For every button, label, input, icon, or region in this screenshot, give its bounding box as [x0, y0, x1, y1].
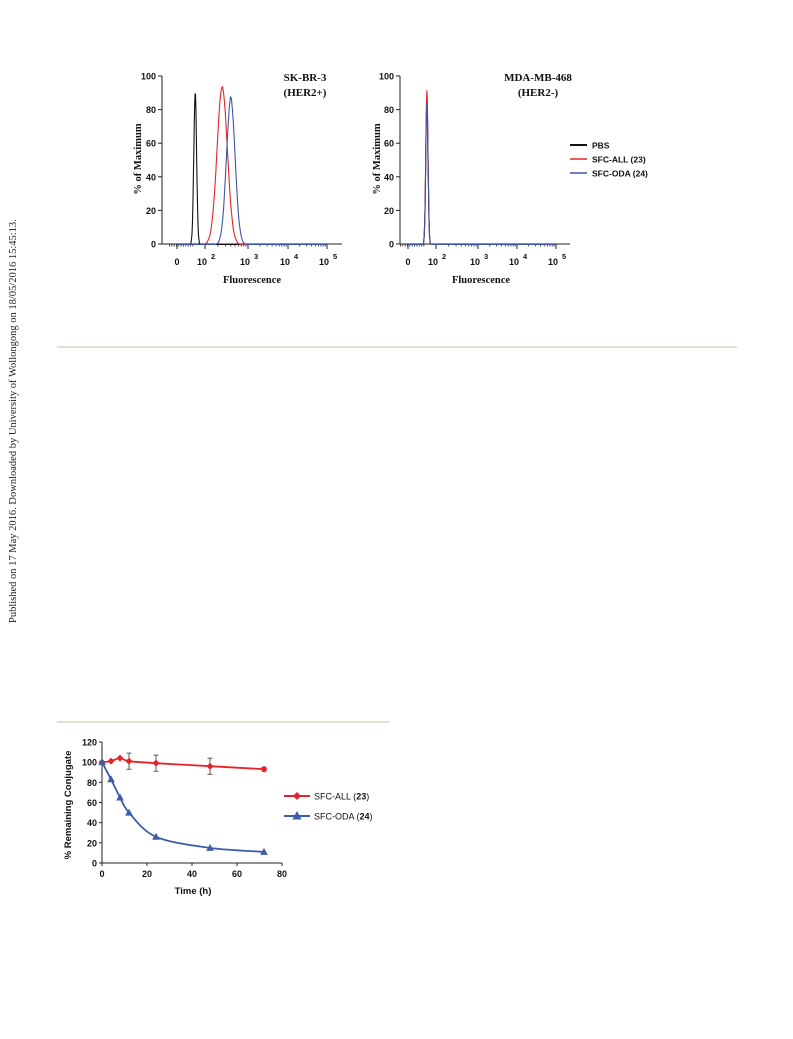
y-tick-label: 20	[87, 838, 97, 848]
y-tick-label: 120	[82, 738, 97, 748]
data-point-triangle	[152, 832, 160, 840]
data-point-diamond	[152, 759, 160, 767]
chart-mda-mb-468: 0 20 40 60 80 100 0 10 2 10 3 10 4 10 5 MDA-MB-468 (HE…	[372, 72, 572, 287]
chart-sk-br-3-title-line2: (HER2+)	[284, 87, 327, 99]
data-point-triangle	[260, 847, 268, 855]
x-tick-label: 0	[99, 869, 104, 879]
x-tick-label: 10	[470, 257, 480, 267]
x-tick-label: 80	[277, 869, 287, 879]
x-tick-label-exponent: 3	[254, 252, 258, 261]
chart-mda-mb-468-ylabel: % of Maximum	[372, 123, 383, 194]
y-tick-label: 40	[146, 172, 156, 182]
x-tick-label: 10	[428, 257, 438, 267]
y-tick-label: 0	[151, 240, 156, 250]
divider-rule-top	[57, 346, 737, 348]
x-tick-label: 10	[197, 257, 207, 267]
x-tick-label: 10	[509, 257, 519, 267]
series-line-pbs	[177, 93, 327, 246]
chart-mda-mb-468-axes: 0 20 40 60 80 100 0 10 2 10 3 10 4 10 5	[379, 72, 570, 267]
legend-label-0: PBS	[592, 141, 610, 151]
chart-sk-br-3-title-line1: SK-BR-3	[284, 72, 327, 84]
chart-mda-mb-468-title-line2: (HER2-)	[518, 87, 559, 99]
y-tick-label: 40	[384, 172, 394, 182]
data-point-triangle	[107, 775, 115, 783]
series-line-0	[101, 757, 265, 771]
sidebar-publication-text: Published on 17 May 2016. Downloaded by …	[8, 219, 19, 623]
y-tick-label: 0	[92, 859, 97, 869]
y-tick-label: 20	[384, 206, 394, 216]
x-tick-label-exponent: 2	[211, 252, 215, 261]
y-tick-label: 60	[87, 798, 97, 808]
divider-rule-bottom	[57, 721, 390, 723]
data-point-triangle	[116, 793, 124, 801]
y-tick-label: 60	[146, 139, 156, 149]
series-line-1	[101, 761, 265, 853]
x-tick-label: 60	[232, 869, 242, 879]
legend-marker-diamond	[293, 792, 301, 800]
chart-stability-ylabel: % Remaining Conjugate	[63, 751, 74, 860]
x-tick-label-exponent: 4	[294, 252, 299, 261]
x-tick-label: 20	[142, 869, 152, 879]
x-tick-label-exponent: 2	[442, 252, 446, 261]
legend-label-2: SFC-ODA (24)	[592, 169, 648, 179]
y-tick-label: 100	[379, 72, 394, 82]
flow-legend: PBS SFC-ALL (23) SFC-ODA (24)	[570, 141, 648, 179]
chart-stability-legend: SFC-ALL (23) SFC-ODA (24)	[284, 792, 373, 822]
y-tick-label: 80	[146, 105, 156, 115]
y-tick-label: 80	[87, 778, 97, 788]
chart-mda-mb-468-series	[408, 90, 556, 246]
chart-sk-br-3-series	[177, 85, 327, 246]
y-tick-label: 100	[82, 758, 97, 768]
y-tick-label: 100	[141, 72, 156, 82]
series-line-sfc-all-23-	[408, 90, 556, 246]
legend-marker-triangle	[292, 811, 302, 820]
data-point-diamond	[107, 757, 115, 765]
chart-mda-mb-468-xlabel: Fluorescence	[452, 275, 510, 286]
data-point-diamond	[206, 762, 214, 770]
x-tick-label-exponent: 3	[484, 252, 488, 261]
data-point-diamond	[116, 754, 124, 762]
x-tick-label: 0	[174, 257, 179, 267]
series-line-sfc-oda-24-	[408, 102, 556, 246]
data-point-triangle	[98, 758, 106, 766]
x-tick-label: 40	[187, 869, 197, 879]
x-tick-label-exponent: 5	[333, 252, 337, 261]
data-point-diamond	[260, 765, 268, 773]
x-tick-label-exponent: 5	[562, 252, 566, 261]
chart-stability-xlabel: Time (h)	[175, 886, 212, 897]
y-tick-label: 20	[146, 206, 156, 216]
chart-mda-mb-468-title-line1: MDA-MB-468	[504, 72, 572, 84]
data-point-diamond	[125, 757, 133, 765]
chart-stability-series	[98, 752, 268, 855]
legend-label-1: SFC-ODA (24)	[314, 812, 373, 822]
x-tick-label: 10	[319, 257, 329, 267]
y-tick-label: 0	[389, 240, 394, 250]
chart-sk-br-3-xlabel: Fluorescence	[223, 275, 281, 286]
chart-stability-axes: 0 20 40 60 80 100 120 0 20 40 60 80	[82, 738, 287, 880]
chart-sk-br-3: 0 20 40 60 80 100 0 10 2 10 3 10 4 10 5 SK-BR-3 (HER2+…	[133, 72, 342, 286]
y-tick-label: 80	[384, 105, 394, 115]
chart-sk-br-3-ylabel: % of Maximum	[133, 123, 144, 194]
x-tick-label: 0	[405, 257, 410, 267]
legend-label-0: SFC-ALL (23)	[314, 792, 369, 802]
data-point-triangle	[125, 808, 133, 816]
x-tick-label: 10	[280, 257, 290, 267]
x-tick-label: 10	[548, 257, 558, 267]
x-tick-label: 10	[240, 257, 250, 267]
data-point-triangle	[206, 843, 214, 851]
x-tick-label-exponent: 4	[523, 252, 528, 261]
legend-label-1: SFC-ALL (23)	[592, 155, 646, 165]
series-line-pbs	[408, 96, 556, 246]
series-line-sfc-all-23-	[177, 85, 327, 246]
series-line-sfc-oda-24-	[177, 95, 327, 246]
y-tick-label: 60	[384, 139, 394, 149]
y-tick-label: 40	[87, 818, 97, 828]
sidebar-publication-note: Published on 17 May 2016. Downloaded by …	[8, 219, 19, 623]
